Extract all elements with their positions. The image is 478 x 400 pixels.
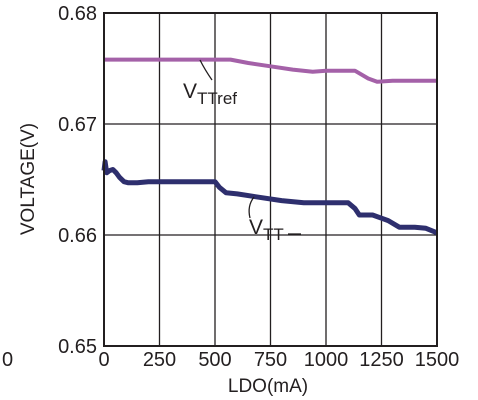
y-tick-label: 0.67 bbox=[58, 114, 97, 136]
series-label-vtt-main: V bbox=[249, 216, 263, 239]
x-tick-label: 750 bbox=[254, 349, 287, 371]
plot-frame bbox=[103, 12, 438, 347]
series-label-vttref-main: V bbox=[183, 80, 197, 103]
y-axis-title: VOLTAGE(V) bbox=[18, 123, 39, 235]
series-line-vtt bbox=[101, 159, 438, 236]
x-tick-label: 0 bbox=[98, 349, 109, 371]
x-tick-label: 1250 bbox=[359, 349, 404, 371]
series-label-vttref-sub: TTref bbox=[197, 89, 237, 108]
x-tick-label: 1000 bbox=[304, 349, 349, 371]
x-tick-label: 500 bbox=[198, 349, 231, 371]
series-label-vtt-sub: TT bbox=[263, 225, 284, 244]
series-label-vttref: VTTref bbox=[183, 80, 237, 108]
x-tick-label: 1500 bbox=[415, 349, 460, 371]
series-label-vtt: VTT bbox=[249, 216, 284, 244]
plot-border bbox=[103, 12, 438, 347]
vttref-leader bbox=[199, 59, 213, 81]
labels: 0 250 500 750 1000 1250 15000.650.660.670.68VT… bbox=[58, 3, 459, 371]
x-tick-label: 250 bbox=[143, 349, 176, 371]
series-lines bbox=[101, 57, 438, 236]
grid bbox=[104, 13, 437, 346]
y-tick-label: 0.68 bbox=[58, 3, 97, 25]
y-tick-label: 0.65 bbox=[58, 336, 97, 358]
y-tick-label: 0.66 bbox=[58, 225, 97, 247]
vtt-leader-top bbox=[248, 196, 255, 219]
x-axis-title: LDO(mA) bbox=[228, 376, 308, 397]
stray-zero-label: 0 bbox=[2, 349, 13, 371]
series-line-vttref bbox=[104, 57, 437, 84]
